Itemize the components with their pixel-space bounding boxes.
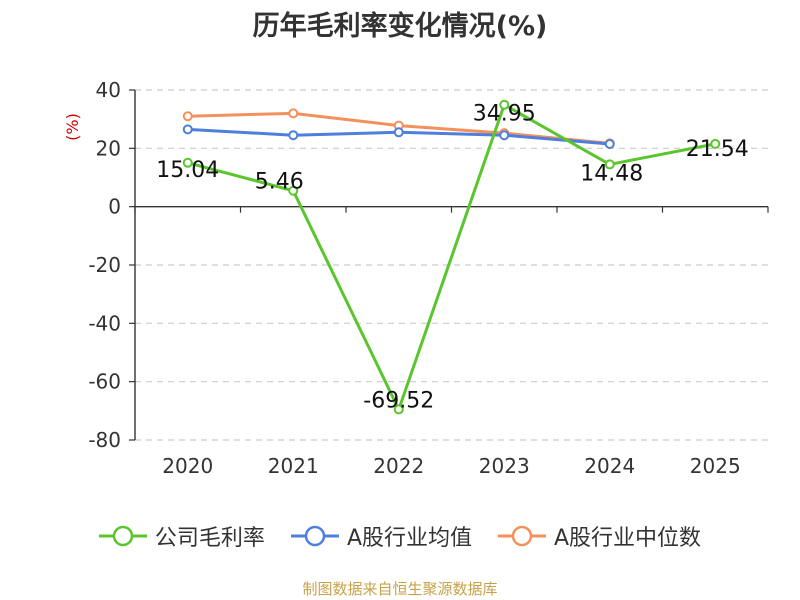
data-point xyxy=(288,130,299,141)
y-axis-title: (%) xyxy=(63,113,82,141)
y-tick-label: -60 xyxy=(88,370,121,394)
legend-label: A股行业均值 xyxy=(346,526,472,551)
legend-swatch xyxy=(290,525,339,547)
series-layer xyxy=(182,99,721,415)
data-point xyxy=(710,138,721,149)
data-point xyxy=(393,127,404,138)
y-tick-label: 40 xyxy=(96,78,121,102)
axis-layer: (%) 40 20 0 -20 -40 -60 -80 2020 2021 2022 2023 202… xyxy=(63,78,769,478)
y-tick-label: -20 xyxy=(88,253,121,277)
legend-swatch xyxy=(98,525,147,547)
legend-item[interactable]: A股行业均值 xyxy=(290,520,472,552)
data-point xyxy=(182,157,193,168)
y-tick-label: -80 xyxy=(88,428,121,452)
data-label: 5.46 xyxy=(255,170,304,195)
data-point xyxy=(288,185,299,196)
data-label: -69.52 xyxy=(363,388,434,413)
x-tick-label: 2022 xyxy=(373,454,424,478)
legend-item[interactable]: 公司毛利率 xyxy=(98,520,265,552)
grid-layer xyxy=(135,89,768,441)
data-point xyxy=(182,124,193,135)
data-point xyxy=(604,138,615,149)
x-tick-label: 2023 xyxy=(479,454,530,478)
data-point xyxy=(499,99,510,110)
legend: 公司毛利率 A股行业均值 A股行业中位数 xyxy=(0,520,800,552)
data-label: 21.54 xyxy=(686,137,749,162)
y-tick-label: 20 xyxy=(96,136,121,160)
x-tick-label: 2025 xyxy=(690,454,741,478)
legend-label: A股行业中位数 xyxy=(554,526,702,551)
x-tick-label: 2020 xyxy=(162,454,213,478)
x-tick-label: 2021 xyxy=(268,454,319,478)
source-note: 制图数据来自恒生聚源数据库 xyxy=(302,580,498,598)
chart-title: 历年毛利率变化情况(%) xyxy=(252,11,548,42)
legend-swatch xyxy=(498,525,546,547)
data-point xyxy=(499,130,510,141)
series-line xyxy=(187,103,716,411)
data-label: 14.48 xyxy=(580,161,643,186)
data-label-layer: 15.04 5.46 -69.52 34.95 14.48 21.54 xyxy=(156,102,748,414)
data-label: 15.04 xyxy=(156,158,219,183)
data-point xyxy=(288,108,299,119)
data-point xyxy=(182,111,193,122)
legend-item[interactable]: A股行业中位数 xyxy=(498,520,701,552)
legend-label: 公司毛利率 xyxy=(154,526,265,551)
data-point xyxy=(604,159,615,170)
y-tick-label: 0 xyxy=(108,195,121,219)
y-tick-label: -40 xyxy=(88,311,121,335)
data-label: 34.95 xyxy=(473,102,536,127)
x-tick-label: 2024 xyxy=(584,454,635,478)
data-point xyxy=(393,404,404,415)
